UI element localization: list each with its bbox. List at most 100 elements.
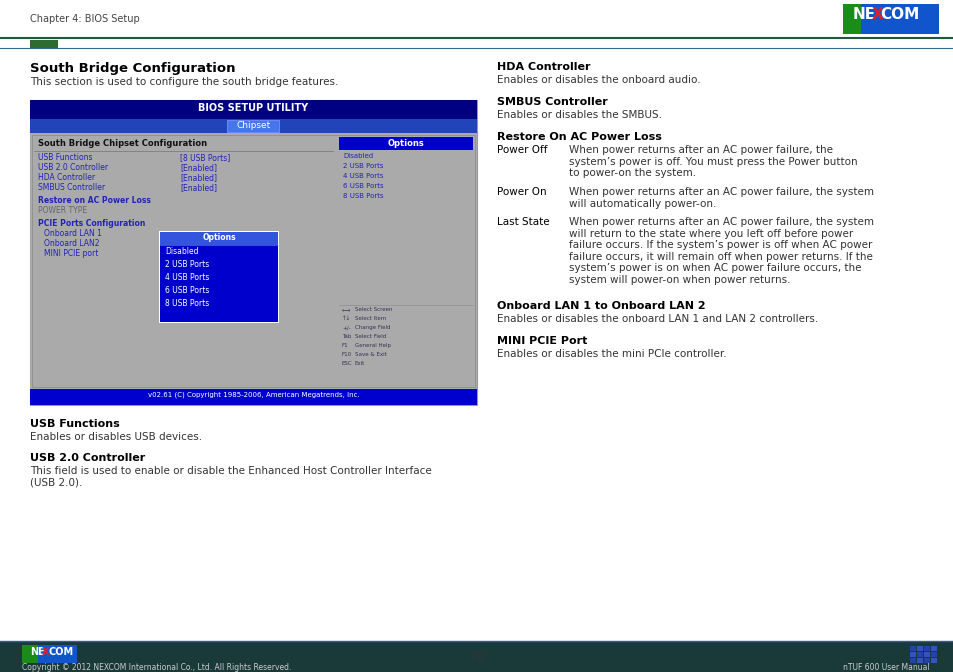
Text: NE: NE	[852, 7, 875, 22]
Bar	[32, 135, 475, 387]
Text: 4 USB Ports: 4 USB Ports	[165, 273, 209, 282]
Text: HDA Controller: HDA Controller	[38, 173, 95, 182]
Text: NE: NE	[30, 647, 45, 657]
Text: COM: COM	[879, 7, 919, 22]
Text: Select Item: Select Item	[355, 316, 386, 321]
Text: Exit: Exit	[355, 361, 365, 366]
Text: Onboard LAN 1 to Onboard LAN 2: Onboard LAN 1 to Onboard LAN 2	[497, 301, 705, 311]
Text: X: X	[42, 647, 50, 657]
Text: +/-: +/-	[341, 325, 351, 330]
Text: F1: F1	[341, 343, 348, 348]
Text: When power returns after an AC power failure, the
system’s power is off. You mus: When power returns after an AC power fai…	[568, 145, 857, 178]
Text: South Bridge Chipset Configuration: South Bridge Chipset Configuration	[38, 139, 207, 148]
Bar	[160, 232, 277, 245]
Text: PCIE Ports Configuration: PCIE Ports Configuration	[38, 219, 145, 228]
Bar	[923, 658, 929, 663]
Bar	[842, 4, 938, 34]
Text: Restore on AC Power Loss: Restore on AC Power Loss	[38, 196, 151, 205]
Text: Tab: Tab	[341, 334, 351, 339]
Text: USB Functions: USB Functions	[38, 153, 92, 162]
Text: ESC: ESC	[341, 361, 353, 366]
Text: 8 USB Ports: 8 USB Ports	[165, 299, 209, 308]
Text: X: X	[871, 7, 882, 22]
Text: [Enabled]: [Enabled]	[180, 163, 216, 172]
Text: 8 USB Ports: 8 USB Ports	[343, 193, 383, 199]
Bar	[916, 646, 923, 651]
Text: [Auto]: [Auto]	[180, 249, 204, 258]
Text: Chapter 4: BIOS Setup: Chapter 4: BIOS Setup	[30, 14, 139, 24]
Text: Enables or disables the onboard LAN 1 and LAN 2 controllers.: Enables or disables the onboard LAN 1 an…	[497, 314, 818, 324]
Bar	[30, 100, 476, 119]
Bar	[227, 120, 279, 132]
Bar	[909, 658, 915, 663]
Bar	[160, 232, 277, 322]
Bar	[338, 137, 473, 385]
Text: South Bridge Configuration: South Bridge Configuration	[30, 62, 235, 75]
Bar	[30, 119, 476, 133]
Text: 2 USB Ports: 2 USB Ports	[343, 163, 383, 169]
Text: Last State: Last State	[497, 217, 549, 227]
Text: SMBUS Controller: SMBUS Controller	[497, 97, 607, 107]
Text: This section is used to configure the south bridge features.: This section is used to configure the so…	[30, 77, 338, 87]
Text: USB 2.0 Controller: USB 2.0 Controller	[30, 453, 145, 463]
Text: ←→: ←→	[341, 307, 351, 312]
Bar	[30, 133, 476, 389]
Text: Restore On AC Power Loss: Restore On AC Power Loss	[497, 132, 661, 142]
Text: Options: Options	[202, 233, 235, 243]
Text: Onboard LAN 1: Onboard LAN 1	[44, 229, 102, 238]
Text: 6 USB Ports: 6 USB Ports	[343, 183, 383, 189]
Bar	[909, 646, 915, 651]
Text: Save & Exit: Save & Exit	[355, 352, 386, 357]
Text: 78: 78	[469, 651, 484, 664]
Text: nTUF 600 User Manual: nTUF 600 User Manual	[842, 663, 929, 672]
Text: HDA Controller: HDA Controller	[497, 62, 590, 72]
Text: 6 USB Ports: 6 USB Ports	[165, 286, 209, 295]
Text: Power Off: Power Off	[497, 145, 547, 155]
Text: ↑↓: ↑↓	[341, 316, 351, 321]
Text: BIOS SETUP UTILITY: BIOS SETUP UTILITY	[198, 103, 308, 113]
Text: USB Functions: USB Functions	[30, 419, 120, 429]
Text: v02.61 (C) Copyright 1985-2006, American Megatrends, Inc.: v02.61 (C) Copyright 1985-2006, American…	[148, 391, 359, 398]
Text: Onboard LAN2: Onboard LAN2	[44, 239, 99, 248]
Bar	[22, 645, 38, 663]
Bar	[34, 137, 336, 385]
Text: Disabled: Disabled	[165, 247, 198, 256]
Bar	[842, 4, 861, 34]
Text: SMBUS Controller: SMBUS Controller	[38, 183, 105, 192]
Bar	[923, 646, 929, 651]
Text: General Help: General Help	[355, 343, 391, 348]
Text: [Enabled]: [Enabled]	[180, 173, 216, 182]
Bar	[930, 658, 936, 663]
Bar	[338, 137, 473, 150]
Text: MINI PCIE port: MINI PCIE port	[44, 249, 98, 258]
Text: COM: COM	[49, 647, 74, 657]
Bar	[30, 40, 58, 48]
Text: This field is used to enable or disable the Enhanced Host Controller Interface
(: This field is used to enable or disable …	[30, 466, 432, 488]
Text: Enables or disables USB devices.: Enables or disables USB devices.	[30, 432, 202, 442]
Text: 2 USB Ports: 2 USB Ports	[165, 260, 209, 269]
Text: When power returns after an AC power failure, the system
will return to the stat: When power returns after an AC power fai…	[568, 217, 873, 285]
Text: [Enabled]: [Enabled]	[180, 183, 216, 192]
Text: POWER TYPE: POWER TYPE	[38, 206, 87, 215]
Bar	[22, 645, 77, 663]
Bar	[916, 658, 923, 663]
Text: MINI PCIE Port: MINI PCIE Port	[497, 336, 587, 346]
Bar	[930, 646, 936, 651]
Text: Disabled: Disabled	[343, 153, 373, 159]
Text: [8 USB Ports]: [8 USB Ports]	[180, 153, 230, 162]
Text: Select Screen: Select Screen	[355, 307, 392, 312]
Text: Options: Options	[387, 138, 424, 147]
Bar	[923, 652, 929, 657]
Bar	[159, 231, 278, 323]
Text: F10: F10	[341, 352, 352, 357]
Text: Select Field: Select Field	[355, 334, 386, 339]
Bar	[30, 100, 476, 405]
Bar	[842, 4, 938, 34]
Bar	[916, 652, 923, 657]
Bar	[30, 389, 476, 405]
Text: Enables or disables the onboard audio.: Enables or disables the onboard audio.	[497, 75, 700, 85]
Text: When power returns after an AC power failure, the system
will automatically powe: When power returns after an AC power fai…	[568, 187, 873, 208]
Text: Enables or disables the mini PCIe controller.: Enables or disables the mini PCIe contro…	[497, 349, 726, 359]
Text: USB 2.0 Controller: USB 2.0 Controller	[38, 163, 108, 172]
Bar	[0, 641, 953, 672]
